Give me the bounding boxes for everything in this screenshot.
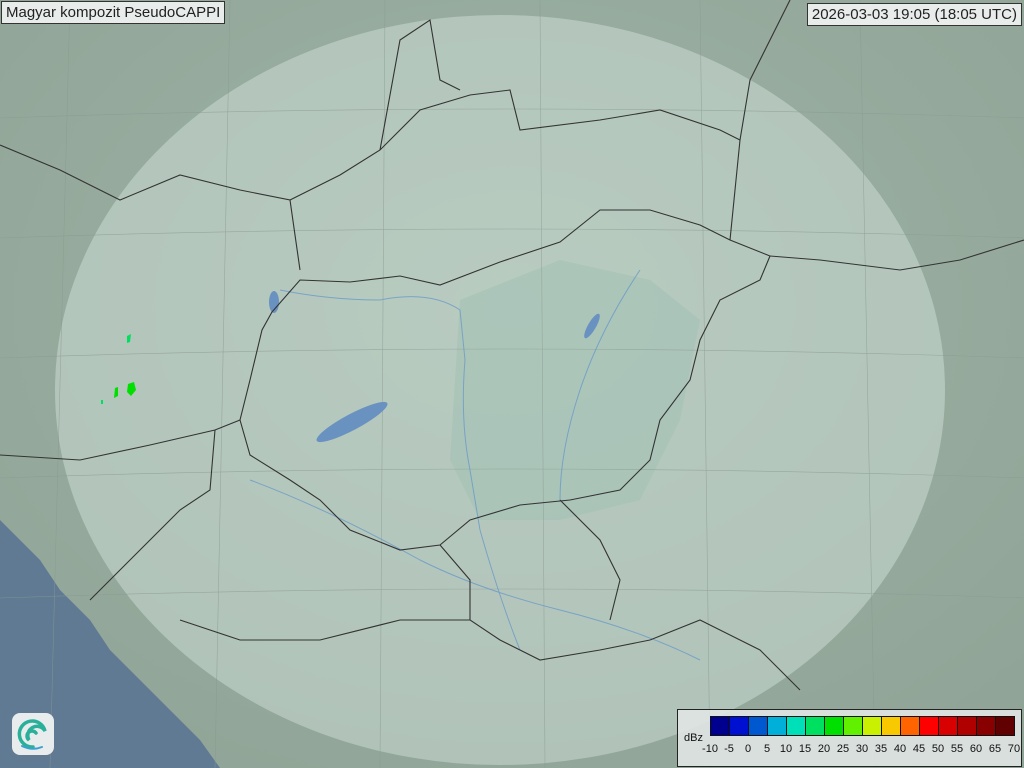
color-scale: [710, 716, 1015, 736]
echo-cell: [114, 387, 118, 398]
color-bin: [882, 717, 901, 735]
color-bin: [996, 717, 1014, 735]
timestamp-label: 2026-03-03 19:05 (18:05 UTC): [806, 3, 1022, 26]
tick-label: 25: [836, 743, 850, 755]
tick-label: 0: [744, 743, 752, 755]
color-bin: [901, 717, 920, 735]
product-title: Magyar kompozit PseudoCAPPI: [1, 1, 226, 24]
lake-balaton: [316, 401, 388, 443]
color-bin: [863, 717, 882, 735]
legend-ticks: -10 -5 0 5 10 15 20 25 30 35 40 45 50 55 60 65 70: [702, 743, 1023, 757]
rivers: [249, 269, 701, 661]
tick-label: 35: [874, 743, 888, 755]
tick-label: 65: [988, 743, 1002, 755]
tick-label: 50: [931, 743, 945, 755]
lake-tisza: [584, 313, 600, 339]
color-bin: [958, 717, 977, 735]
tick-label: -5: [724, 743, 734, 755]
tick-label: 10: [779, 743, 793, 755]
dbz-legend: dBz -10 -5 0 5 10 15 20 25 30 35 40 45 50 55 60 65 70: [677, 709, 1022, 767]
hungary-border: [239, 209, 771, 551]
tick-label: -10: [702, 743, 718, 755]
tick-label: 20: [817, 743, 831, 755]
adriatic-sea: [0, 520, 220, 768]
color-bin: [768, 717, 787, 735]
logo: [12, 713, 54, 755]
tick-label: 40: [893, 743, 907, 755]
color-bin: [939, 717, 958, 735]
country-borders: [0, 0, 1024, 691]
color-bin: [920, 717, 939, 735]
color-bin: [825, 717, 844, 735]
tick-label: 60: [969, 743, 983, 755]
color-bin: [730, 717, 749, 735]
color-bin: [844, 717, 863, 735]
tick-label: 15: [798, 743, 812, 755]
color-bin: [806, 717, 825, 735]
legend-unit: dBz: [684, 732, 703, 744]
hungary-lowland: [450, 260, 700, 520]
tick-label: 70: [1007, 743, 1021, 755]
tick-label: 30: [855, 743, 869, 755]
tick-label: 55: [950, 743, 964, 755]
echo-cell: [127, 382, 136, 396]
color-bin: [977, 717, 996, 735]
radar-echoes: [101, 334, 136, 404]
tick-label: 5: [763, 743, 771, 755]
echo-cell: [127, 334, 131, 343]
tick-label: 45: [912, 743, 926, 755]
met-service-swirl-icon: [17, 719, 47, 750]
echo-cell: [101, 400, 103, 404]
color-bin: [749, 717, 768, 735]
color-bin: [711, 717, 730, 735]
color-bin: [787, 717, 806, 735]
